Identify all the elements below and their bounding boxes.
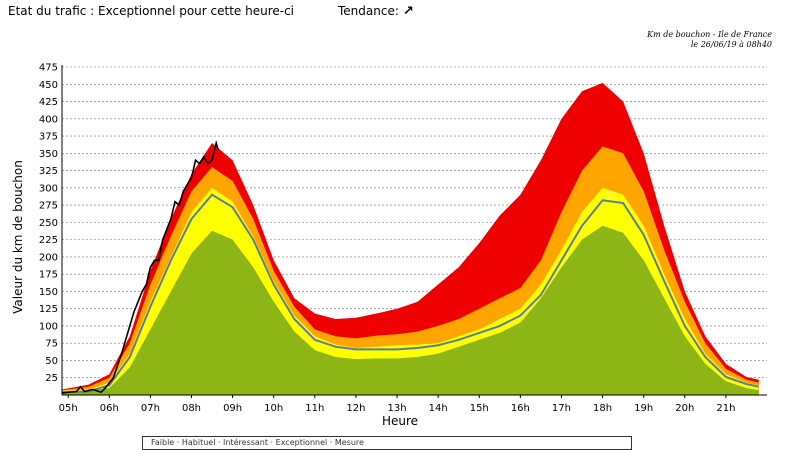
y-tick-0: 25 <box>45 373 58 384</box>
y-tick-3: 100 <box>39 321 58 332</box>
x-axis-label: Heure <box>381 414 419 428</box>
y-tick-12: 325 <box>39 166 58 177</box>
x-tick-7: 12h <box>346 403 365 414</box>
y-tick-18: 475 <box>39 63 58 74</box>
x-tick-16: 21h <box>716 403 735 414</box>
y-tick-11: 300 <box>39 183 58 194</box>
y-tick-2: 75 <box>45 339 58 350</box>
x-tick-5: 10h <box>264 403 283 414</box>
y-tick-5: 150 <box>39 287 58 298</box>
y-tick-6: 175 <box>39 270 58 281</box>
x-tick-13: 18h <box>593 403 612 414</box>
line-mesure <box>61 139 219 394</box>
y-tick-10: 275 <box>39 201 58 212</box>
line-moyenne <box>61 193 760 394</box>
traffic-status-label: Etat du trafic : Exceptionnel pour cette… <box>8 4 295 18</box>
y-tick-4: 125 <box>39 304 58 315</box>
chart-caption: Km de bouchon - Ile de France le 26/06/1… <box>647 30 772 50</box>
x-tick-14: 19h <box>634 403 653 414</box>
y-tick-7: 200 <box>39 252 58 263</box>
x-tick-labels: 05h 06h 07h 08h 09h 10h 11h 12h 13h 14h 15h 16h 17h 1… <box>59 403 736 414</box>
trend-label: Tendance: <box>338 4 399 18</box>
series-lines <box>61 139 760 394</box>
y-tick-15: 400 <box>39 114 58 125</box>
x-tick-12: 17h <box>552 403 571 414</box>
y-tick-9: 250 <box>39 218 58 229</box>
area-faible <box>62 225 759 395</box>
y-tick-labels: 25 50 75 100 125 150 175 200 225 250 275 300 325 350 3… <box>39 63 58 385</box>
x-tick-0: 05h <box>59 403 78 414</box>
x-tick-3: 08h <box>182 403 201 414</box>
x-tick-1: 06h <box>100 403 119 414</box>
x-tick-8: 13h <box>387 403 406 414</box>
chart-subtitle: le 26/06/19 à 08h40 <box>690 40 772 49</box>
x-tick-4: 09h <box>223 403 242 414</box>
axes <box>61 65 767 398</box>
header-bar: Etat du trafic : Exceptionnel pour cette… <box>0 0 786 24</box>
y-tick-13: 350 <box>39 149 58 160</box>
legend-box: Faible · Habituel · Intéressant · Except… <box>142 436 632 450</box>
x-tick-15: 20h <box>675 403 694 414</box>
x-tick-10: 15h <box>470 403 489 414</box>
y-tick-1: 50 <box>45 356 58 367</box>
area-bands <box>62 82 759 396</box>
y-tick-16: 425 <box>39 97 58 108</box>
x-tick-2: 07h <box>141 403 160 414</box>
y-tick-17: 450 <box>39 80 58 91</box>
x-tick-6: 11h <box>305 403 324 414</box>
arrow-up-right-icon: ↗ <box>402 4 414 19</box>
x-tick-11: 16h <box>511 403 530 414</box>
y-tick-8: 225 <box>39 235 58 246</box>
chart-title: Km de bouchon - Ile de France <box>647 30 772 39</box>
trend-indicator: Tendance: ↗ <box>338 4 414 19</box>
y-tick-14: 375 <box>39 132 58 143</box>
x-tick-9: 14h <box>429 403 448 414</box>
